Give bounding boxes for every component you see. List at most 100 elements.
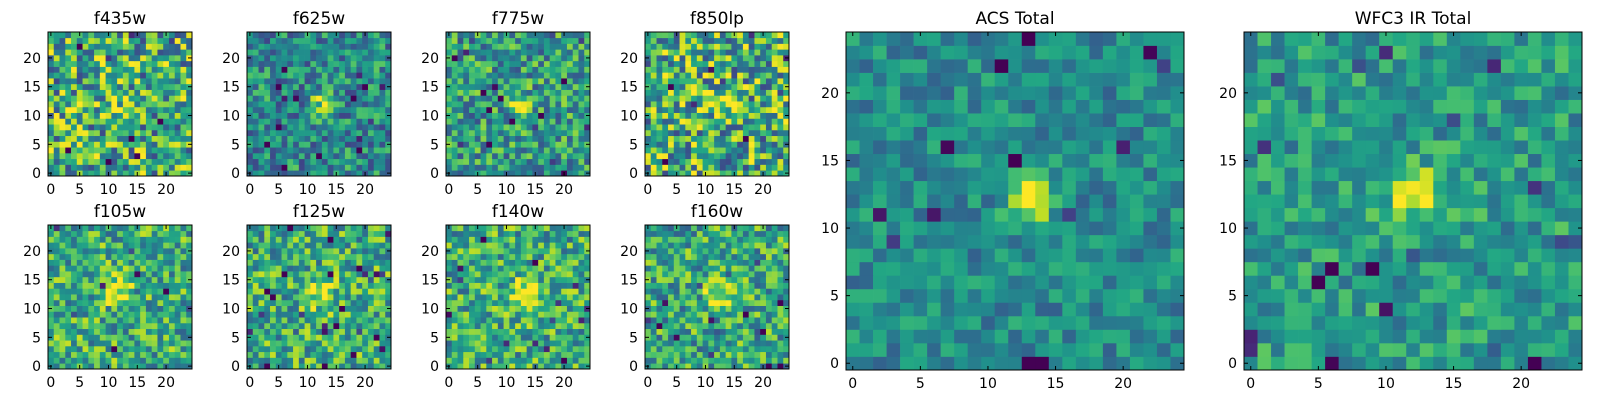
heatmap-cell [71,49,78,56]
heatmap-cell [737,351,744,358]
heatmap-cell [252,334,259,341]
heatmap-cell [122,129,129,137]
heatmap-cell [685,170,692,177]
heatmap-cell [463,357,470,364]
heatmap-cell [532,357,539,364]
heatmap-cell [117,311,124,318]
heatmap-cell [379,294,386,301]
heatmap-cell [463,124,470,131]
heatmap-cell [561,60,568,67]
heatmap-cell [71,253,78,260]
heatmap-cell [82,152,89,160]
heatmap-cell [264,37,271,44]
heatmap-cell [469,265,476,272]
heatmap-cell [48,66,55,73]
heatmap-cell [247,78,254,85]
heatmap-cell [679,72,686,79]
heatmap-cell [538,55,545,62]
heatmap-cell [88,60,95,67]
heatmap-cell [543,66,551,73]
heatmap-cell [760,340,767,347]
heatmap-cell [99,158,106,165]
heatmap-cell [532,242,539,249]
heatmap-cell [480,357,487,364]
heatmap-cell [719,124,726,131]
heatmap-cell [327,106,334,113]
heatmap-cell [566,43,574,50]
heatmap-cell [76,351,83,358]
heatmap-cell [128,340,135,347]
heatmap-cell [765,152,773,160]
heatmap-cell [685,106,692,113]
heatmap-cell [339,271,346,278]
heatmap-cell [140,78,147,85]
heatmap-cell [339,236,346,243]
heatmap-cell [662,311,669,318]
heatmap-cell [771,72,778,79]
heatmap-cell [578,89,585,96]
heatmap-cell [737,118,744,125]
heatmap-cell [168,253,176,260]
heatmap-cell [691,299,698,306]
heatmap-cell [304,311,311,318]
heatmap-cell [777,334,784,341]
heatmap-cell [578,112,585,119]
heatmap-cell [480,60,487,67]
heatmap-cell [509,271,516,278]
heatmap-cell [656,101,663,108]
heatmap-cell [362,230,369,237]
heatmap-cell [310,106,317,113]
heatmap-cell [555,225,562,232]
heatmap-cell [321,351,328,358]
heatmap-cell [662,345,669,353]
heatmap-cell [76,72,83,79]
heatmap-cell [555,129,562,137]
heatmap-cell [180,135,187,142]
heatmap-cell [88,78,95,85]
heatmap-cell [157,83,164,90]
heatmap-cell [258,78,265,85]
heatmap-cell [662,60,669,67]
heatmap-cell [515,253,522,260]
heatmap-cell [59,299,66,306]
heatmap-cell [71,141,78,148]
heatmap-cell [134,259,141,266]
heatmap-cell [549,340,556,347]
heatmap-cell [327,124,334,131]
heatmap-cell [679,357,686,364]
heatmap-cell [685,305,692,312]
heatmap-cell [714,158,721,165]
heatmap-cell [180,230,187,237]
heatmap-cell [88,276,95,283]
heatmap-cell [520,152,527,160]
heatmap-cell [168,106,176,113]
heatmap-cell [247,118,254,125]
heatmap-cell [451,357,458,364]
heatmap-cell [321,49,328,56]
heatmap-cell [65,357,72,364]
heatmap-cell [71,55,78,62]
heatmap-cell [497,288,504,295]
heatmap-cell [754,322,761,330]
heatmap-cell [486,305,493,312]
heatmap-cell [157,311,164,318]
heatmap-cell [281,311,288,318]
heatmap-cell [474,49,481,56]
heatmap-cell [94,164,101,171]
heatmap-cell [520,259,527,266]
heatmap-cell [140,49,147,56]
heatmap-cell [673,334,680,341]
heatmap-cell [538,253,545,260]
heatmap-cell [572,294,579,301]
heatmap-cell [708,334,715,341]
heatmap-cell [99,351,106,358]
heatmap-cell [520,78,527,85]
heatmap-cell [65,60,72,67]
heatmap-cell [128,288,135,295]
heatmap-cell [737,106,744,113]
heatmap-cell [492,170,499,177]
heatmap-cell [168,294,176,301]
heatmap-cell [65,265,72,272]
heatmap-cell [532,253,539,260]
heatmap-cell [702,129,709,137]
